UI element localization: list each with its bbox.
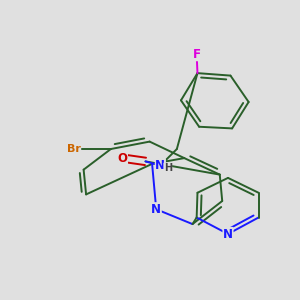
Text: Br: Br [67,144,81,154]
Text: N: N [223,227,233,241]
Text: O: O [117,152,128,165]
Text: N: N [155,159,165,172]
Text: N: N [151,203,161,216]
Text: H: H [164,163,172,173]
Text: F: F [193,48,201,61]
